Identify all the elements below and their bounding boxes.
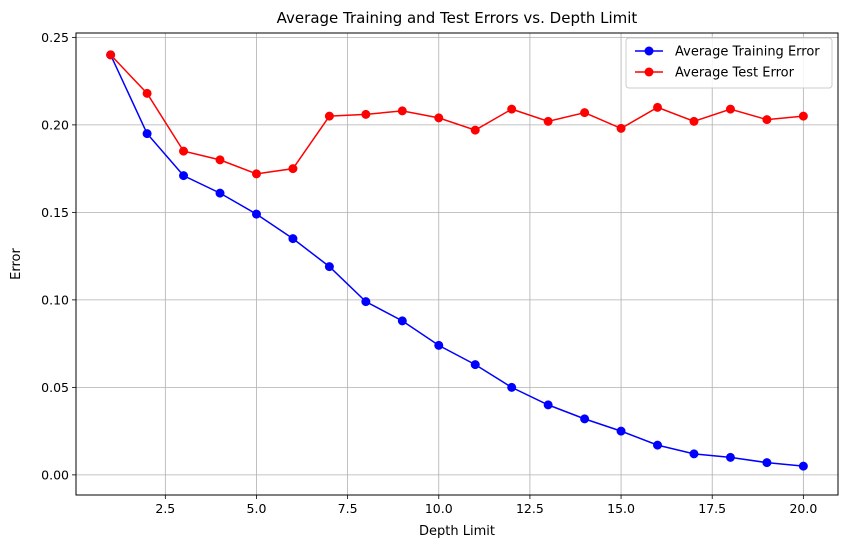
x-tick-label: 7.5 — [338, 501, 358, 516]
y-tick-label: 0.10 — [41, 292, 69, 307]
plot-frame — [75, 32, 839, 496]
data-point — [616, 123, 626, 133]
x-tick-label: 20.0 — [789, 501, 817, 516]
data-point — [616, 426, 626, 436]
x-axis-label: Depth Limit — [419, 524, 495, 539]
legend-label: Average Test Error — [675, 66, 795, 81]
data-point — [580, 414, 590, 424]
legend-box — [625, 37, 833, 89]
data-point — [251, 209, 261, 219]
legend-label: Average Training Error — [675, 45, 820, 60]
data-point — [507, 382, 517, 392]
series-line — [109, 54, 804, 467]
data-point — [653, 102, 663, 112]
data-point — [798, 461, 808, 471]
data-point — [361, 297, 371, 307]
data-point — [434, 340, 444, 350]
data-point — [507, 104, 517, 114]
data-point — [215, 155, 225, 165]
y-tick-label: 0.20 — [41, 117, 69, 132]
data-point — [689, 449, 699, 459]
y-tick-label: 0.00 — [41, 467, 69, 482]
data-point — [215, 188, 225, 198]
data-point — [434, 113, 444, 123]
axes: 2.5 5.0 7.5 10.0 12.5 15.0 17.5 20.0 0.00 0.05 0.1… — [41, 30, 817, 516]
y-tick-label: 0.15 — [41, 205, 69, 220]
data-point — [689, 116, 699, 126]
data-point — [470, 125, 480, 135]
legend-marker — [644, 46, 654, 56]
x-tick-label: 2.5 — [155, 501, 175, 516]
y-axis-label: Error — [9, 248, 24, 280]
data-point — [653, 440, 663, 450]
data-point — [543, 400, 553, 410]
data-point — [106, 50, 116, 60]
x-tick-label: 17.5 — [698, 501, 726, 516]
x-tick-label: 12.5 — [516, 501, 544, 516]
data-point — [142, 88, 152, 98]
series-line — [110, 54, 804, 175]
data-point — [251, 169, 261, 179]
data-point — [179, 146, 189, 156]
data-point — [288, 234, 298, 244]
data-point — [580, 108, 590, 118]
data-point — [725, 104, 735, 114]
data-point — [543, 116, 553, 126]
series-test-error — [106, 50, 808, 179]
data-point — [470, 360, 480, 370]
legend-marker — [644, 67, 654, 77]
chart-title: Average Training and Test Errors vs. Dep… — [277, 9, 638, 27]
x-tick-label: 5.0 — [247, 501, 267, 516]
data-point — [762, 458, 772, 468]
data-point — [288, 164, 298, 174]
data-point — [361, 109, 371, 119]
data-point — [725, 452, 735, 462]
series — [106, 50, 808, 471]
x-tick-label: 15.0 — [607, 501, 635, 516]
data-point — [798, 111, 808, 121]
data-point — [179, 171, 189, 181]
x-tick-label: 10.0 — [425, 501, 453, 516]
data-point — [142, 129, 152, 139]
data-point — [397, 106, 407, 116]
data-point — [397, 316, 407, 326]
data-point — [762, 115, 772, 125]
legend: Average Training Error Average Test Error — [625, 37, 833, 89]
grid — [76, 33, 838, 495]
y-tick-label: 0.25 — [41, 30, 69, 45]
data-point — [324, 262, 334, 272]
y-tick-label: 0.05 — [41, 380, 69, 395]
series-training-error — [106, 50, 808, 471]
data-point — [324, 111, 334, 121]
